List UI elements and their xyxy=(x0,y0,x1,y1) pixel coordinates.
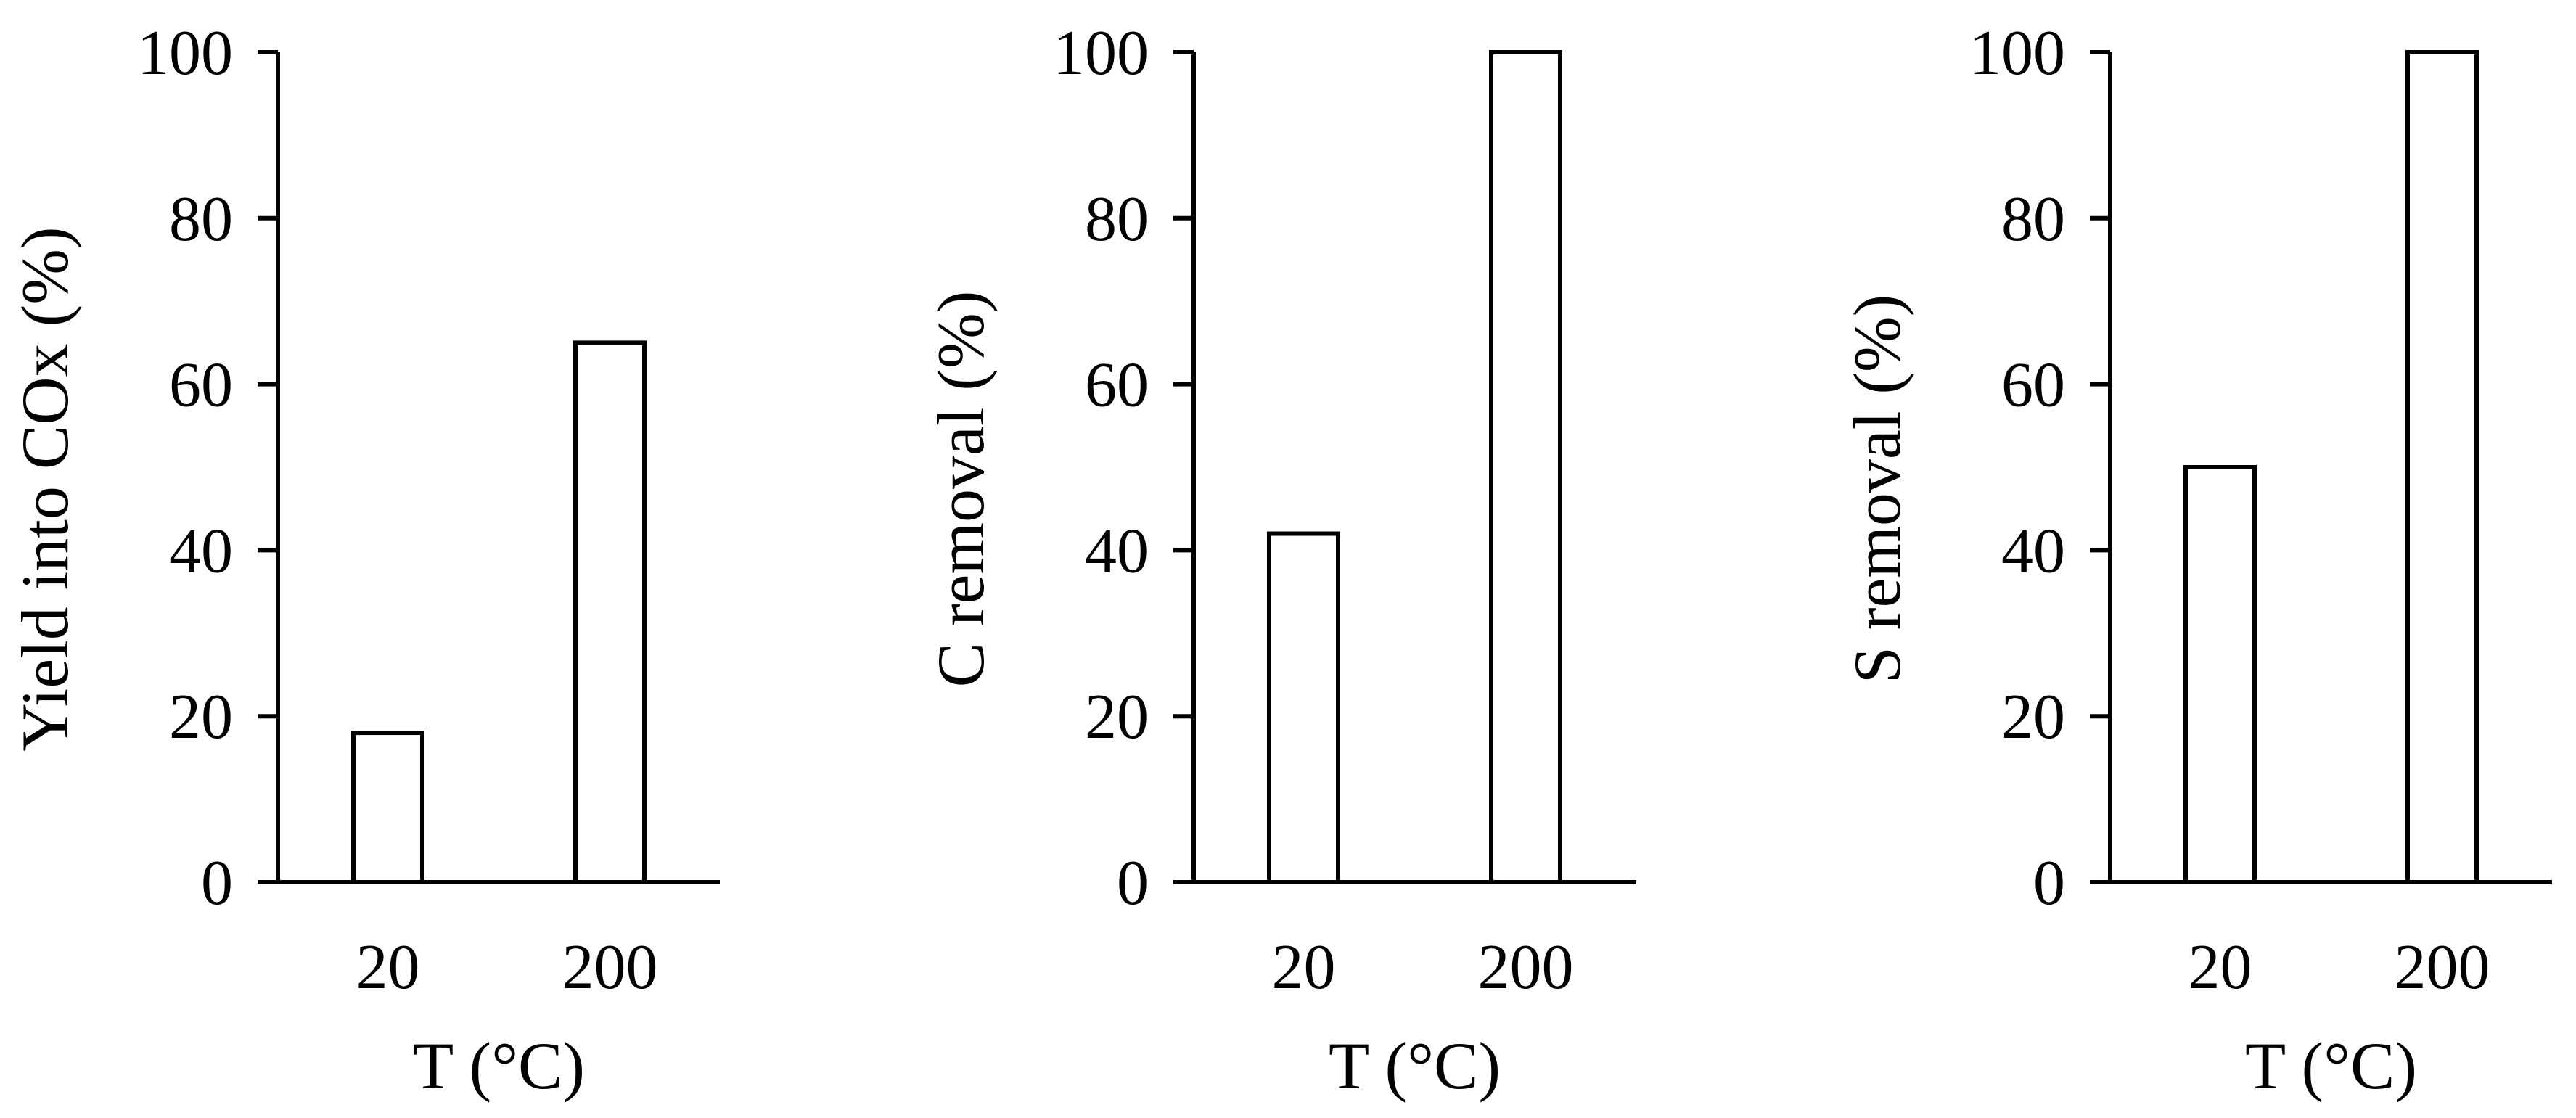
x-axis-title: T (°C) xyxy=(2245,1029,2417,1103)
x-tick-label: 20 xyxy=(1272,932,1336,1003)
y-tick-label: 20 xyxy=(169,682,233,752)
bar-20 xyxy=(1267,531,1340,885)
y-tick-label: 20 xyxy=(2001,682,2065,752)
y-tick-label: 0 xyxy=(201,848,233,918)
bar-200 xyxy=(573,340,647,884)
y-tick-label: 20 xyxy=(1085,682,1149,752)
y-tick-label: 40 xyxy=(2001,516,2065,586)
y-tick-label: 0 xyxy=(1117,848,1149,918)
y-tick-label: 80 xyxy=(169,184,233,255)
bar-20 xyxy=(2183,465,2257,884)
x-axis-title: T (°C) xyxy=(1329,1029,1501,1103)
y-tick-label: 60 xyxy=(169,350,233,421)
chart-panel-2: 0 20 40 60 80 100 20 200 T (°C) C removal (%) xyxy=(924,18,1636,1103)
y-axis-title: S removal (%) xyxy=(1840,295,1914,684)
chart-panel-1: 0 20 40 60 80 100 20 200 T (°C) Yield into COx (%… xyxy=(8,18,720,1103)
y-tick-label: 60 xyxy=(2001,350,2065,421)
y-tick-label: 40 xyxy=(169,516,233,586)
bar-20 xyxy=(351,731,424,885)
x-tick-label: 200 xyxy=(562,932,658,1003)
y-tick-label: 0 xyxy=(2033,848,2065,918)
chart-panel-3: 0 20 40 60 80 100 20 200 T (°C) S removal (%) xyxy=(1840,18,2552,1103)
x-axis-title: T (°C) xyxy=(413,1029,585,1103)
y-tick-label: 100 xyxy=(1053,18,1149,89)
bar-200 xyxy=(1489,50,1562,884)
x-tick-label: 200 xyxy=(2395,932,2490,1003)
y-axis-title: Yield into COx (%) xyxy=(8,226,82,751)
x-tick-label: 20 xyxy=(356,932,420,1003)
y-tick-label: 60 xyxy=(1085,350,1149,421)
y-axis-title: C removal (%) xyxy=(924,291,998,688)
y-tick-label: 80 xyxy=(1085,184,1149,255)
y-tick-label: 100 xyxy=(1969,18,2065,89)
y-tick-label: 80 xyxy=(2001,184,2065,255)
x-tick-label: 200 xyxy=(1478,932,1574,1003)
bar-200 xyxy=(2405,50,2479,884)
y-tick-label: 100 xyxy=(137,18,233,89)
x-tick-label: 20 xyxy=(2189,932,2252,1003)
y-tick-label: 40 xyxy=(1085,516,1149,586)
